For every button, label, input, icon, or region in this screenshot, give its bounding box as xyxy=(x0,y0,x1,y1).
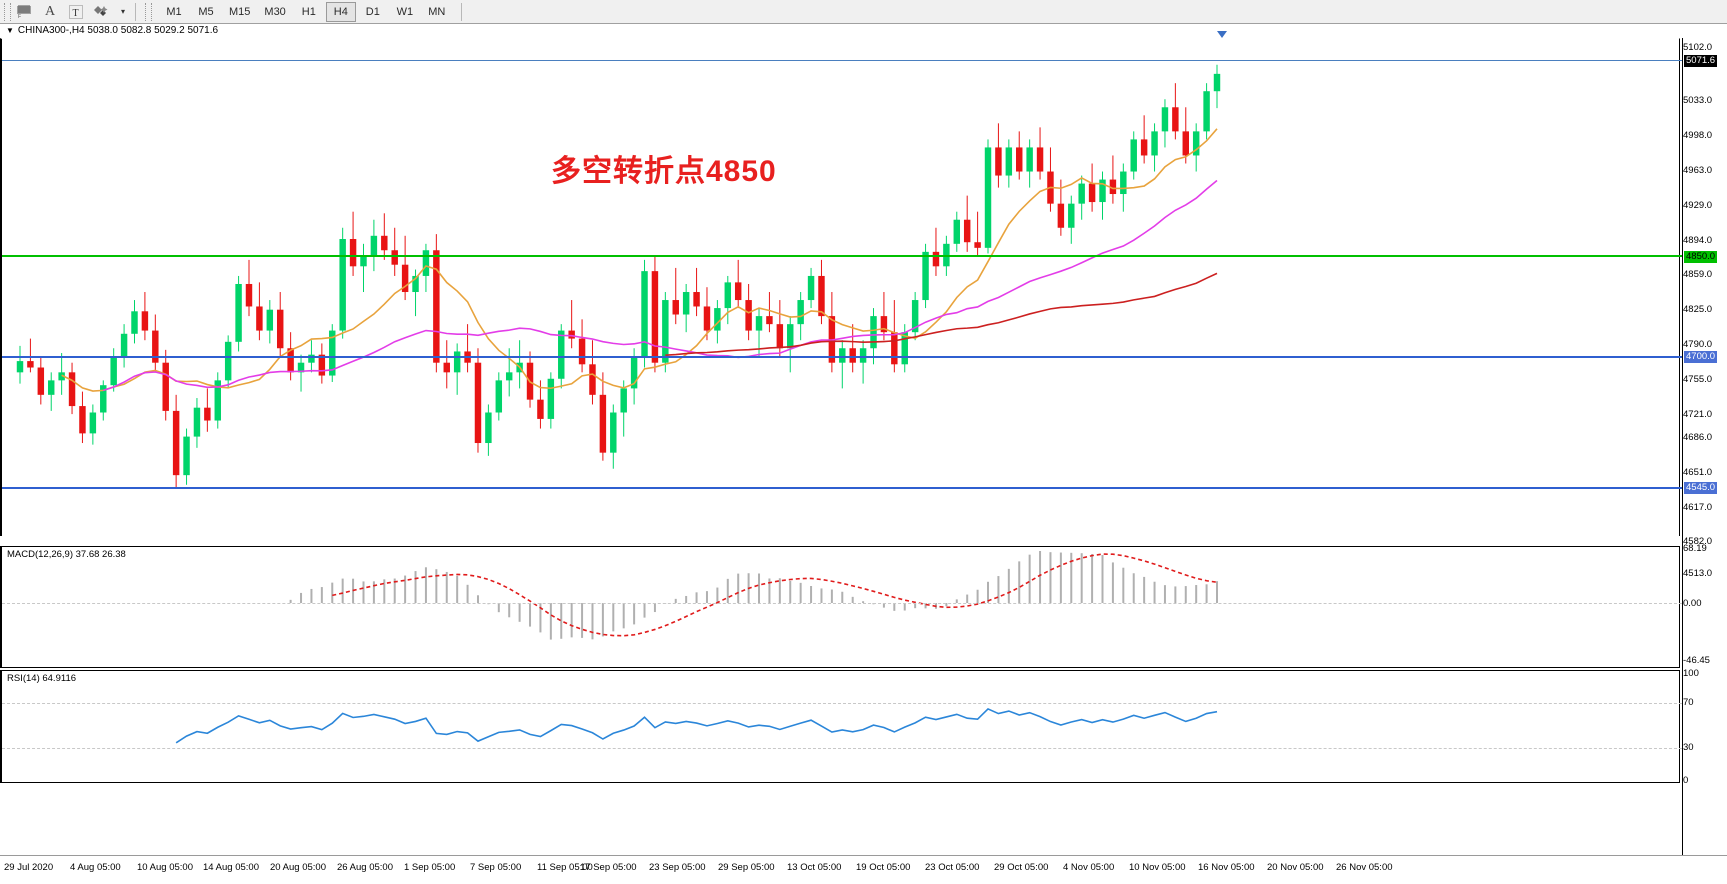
macd-zero-line xyxy=(2,603,1682,604)
axis-tick: 4721.0 xyxy=(1683,409,1713,420)
axis-tick: 4825.0 xyxy=(1683,304,1713,315)
time-axis-label: 29 Oct 05:00 xyxy=(994,862,1049,873)
timeframe-m15[interactable]: M15 xyxy=(229,5,251,18)
rsi-level-30 xyxy=(2,748,1682,749)
axis-tick: 4617.0 xyxy=(1683,502,1713,513)
axis-tick: 4513.0 xyxy=(1683,568,1713,579)
dropdown-arrow-icon[interactable]: ▾ xyxy=(120,7,125,16)
macd-axis-label-bottom: -46.45 xyxy=(1683,655,1710,666)
timeframe-h1[interactable]: H1 xyxy=(301,5,316,18)
macd-series-svg xyxy=(289,551,1218,640)
objects-icon[interactable] xyxy=(89,1,115,23)
rsi-pane[interactable]: RSI(14) 64.9116 xyxy=(0,670,1682,783)
time-axis-label: 23 Oct 05:00 xyxy=(925,862,980,873)
axis-tick: 4963.0 xyxy=(1683,165,1713,176)
axis-tick: 4790.0 xyxy=(1683,339,1713,350)
axis-tick: 4582.0 xyxy=(1683,536,1713,547)
time-axis[interactable]: 29 Jul 2020 4 Aug 05:00 10 Aug 05:00 14 Aug… xyxy=(0,855,1727,884)
timeframe-mn[interactable]: MN xyxy=(428,5,446,18)
last-price-tag: 5071.6 xyxy=(1684,55,1718,67)
price-axis[interactable]: 5102.0 5033.0 4998.0 4963.0 4929.0 4894.… xyxy=(1682,38,1727,855)
symbol-info-bar: ▼ CHINA300-,H4 5038.0 5082.8 5029.2 5071… xyxy=(0,24,1727,38)
axis-tick: 4686.0 xyxy=(1683,432,1713,443)
time-axis-label: 4 Nov 05:00 xyxy=(1063,862,1115,873)
symbol-ohlc-text: CHINA300-,H4 5038.0 5082.8 5029.2 5071.6 xyxy=(17,25,219,36)
timeframe-m1[interactable]: M1 xyxy=(166,5,182,18)
label-tool-icon[interactable]: T xyxy=(63,1,89,23)
rsi-series-svg xyxy=(175,707,1218,744)
rsi-axis-label-30: 30 xyxy=(1683,742,1694,753)
toolbar-grip[interactable] xyxy=(4,2,11,21)
chart-canvas[interactable]: 多空转折点4850 MACD(12,26,9) 37.68 26.38 RSI(… xyxy=(0,31,1727,855)
timeframe-h4[interactable]: H4 xyxy=(325,1,356,22)
timeframe-m5[interactable]: M5 xyxy=(198,5,214,18)
rsi-axis-label-0: 0 xyxy=(1683,775,1689,786)
time-axis-label: 23 Sep 05:00 xyxy=(649,862,706,873)
axis-tick: 4651.0 xyxy=(1683,467,1713,478)
price-pane[interactable]: 多空转折点4850 xyxy=(0,31,1682,536)
axis-tick: 5033.0 xyxy=(1683,95,1713,106)
text-tool-icon[interactable]: A xyxy=(44,3,56,19)
last-price-line xyxy=(2,60,1682,61)
time-axis-label: 11 Sep 05:00 xyxy=(537,862,593,873)
crosshair-icon[interactable]: F xyxy=(11,1,37,23)
main-toolbar: F A T ▾ M1 M5 M15 M30 H1 H4 D1 W1 MN xyxy=(0,0,1727,24)
time-axis-label: 17 Sep 05:00 xyxy=(580,862,637,873)
time-axis-label: 19 Oct 05:00 xyxy=(856,862,911,873)
svg-text:T: T xyxy=(73,8,79,19)
macd-caption: MACD(12,26,9) 37.68 26.38 xyxy=(7,549,126,560)
time-axis-label: 26 Nov 05:00 xyxy=(1336,862,1393,873)
axis-tick: 4859.0 xyxy=(1683,269,1713,280)
time-axis-label: 10 Nov 05:00 xyxy=(1129,862,1186,873)
last-bar-marker xyxy=(1217,31,1227,38)
axis-tick: 4998.0 xyxy=(1683,130,1713,141)
rsi-axis-label-100: 100 xyxy=(1683,668,1699,679)
time-axis-label: 14 Aug 05:00 xyxy=(203,862,259,873)
time-axis-label: 29 Sep 05:00 xyxy=(718,862,775,873)
axis-tick: 4755.0 xyxy=(1683,374,1713,385)
macd-axis-label-zero: 0.00 xyxy=(1683,598,1702,609)
chart-annotation-text: 多空转折点4850 xyxy=(551,155,777,188)
level-line-4850 xyxy=(2,255,1682,257)
level-tag-4700: 4700.0 xyxy=(1684,351,1718,363)
svg-text:F: F xyxy=(18,14,21,19)
timeframe-grip[interactable] xyxy=(145,2,152,21)
rsi-level-70 xyxy=(2,703,1682,704)
rsi-caption: RSI(14) 64.9116 xyxy=(7,673,77,684)
time-axis-label: 7 Sep 05:00 xyxy=(470,862,522,873)
level-line-4700 xyxy=(2,356,1682,358)
axis-tick: 4894.0 xyxy=(1683,235,1713,246)
time-axis-label: 4 Aug 05:00 xyxy=(70,862,121,873)
time-axis-label: 13 Oct 05:00 xyxy=(787,862,842,873)
time-axis-label: 16 Nov 05:00 xyxy=(1198,862,1255,873)
macd-pane[interactable]: MACD(12,26,9) 37.68 26.38 xyxy=(0,546,1682,668)
time-axis-label: 1 Sep 05:00 xyxy=(404,862,456,873)
timeframe-m30[interactable]: M30 xyxy=(264,5,286,18)
time-axis-label: 10 Aug 05:00 xyxy=(137,862,193,873)
level-tag-4850: 4850.0 xyxy=(1684,251,1718,263)
time-axis-label: 20 Aug 05:00 xyxy=(270,862,326,873)
level-tag-4545: 4545.0 xyxy=(1684,482,1718,494)
rsi-axis-label-70: 70 xyxy=(1683,697,1694,708)
price-series-svg xyxy=(16,64,1221,489)
macd-axis-label-top: 68.19 xyxy=(1683,543,1707,554)
timeframe-d1[interactable]: D1 xyxy=(365,5,380,18)
toolbar-divider-2 xyxy=(460,2,462,21)
axis-tick: 4929.0 xyxy=(1683,200,1713,211)
toolbar-divider xyxy=(135,2,136,21)
time-axis-label: 20 Nov 05:00 xyxy=(1267,862,1324,873)
chevron-down-icon[interactable]: ▼ xyxy=(6,26,14,35)
timeframe-w1[interactable]: W1 xyxy=(396,5,414,18)
axis-tick: 5102.0 xyxy=(1683,42,1713,53)
time-axis-label: 29 Jul 2020 xyxy=(4,862,54,873)
time-axis-label: 26 Aug 05:00 xyxy=(337,862,393,873)
level-line-4545 xyxy=(2,487,1682,489)
